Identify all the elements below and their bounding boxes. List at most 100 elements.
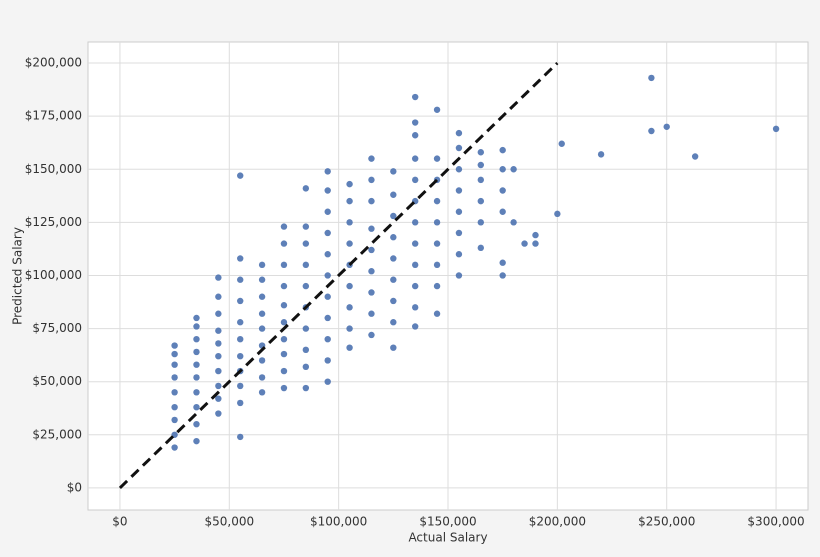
point bbox=[171, 350, 178, 358]
point bbox=[193, 314, 200, 322]
point bbox=[477, 161, 485, 169]
point bbox=[193, 336, 200, 343]
point bbox=[477, 244, 485, 252]
point bbox=[368, 197, 375, 205]
point bbox=[499, 146, 506, 154]
point bbox=[237, 297, 244, 305]
point bbox=[346, 240, 353, 247]
point bbox=[171, 403, 178, 411]
point bbox=[477, 219, 485, 226]
point bbox=[433, 282, 441, 290]
point bbox=[411, 304, 419, 311]
point bbox=[368, 155, 375, 162]
point bbox=[368, 176, 375, 184]
point bbox=[302, 261, 310, 269]
point bbox=[455, 272, 463, 279]
point bbox=[411, 323, 419, 330]
point bbox=[193, 348, 200, 356]
point bbox=[324, 357, 331, 364]
point bbox=[368, 268, 375, 275]
point bbox=[411, 132, 419, 139]
point bbox=[280, 367, 288, 375]
point bbox=[691, 153, 699, 160]
point bbox=[648, 74, 655, 82]
point bbox=[302, 346, 310, 354]
point bbox=[280, 350, 288, 358]
x-tick-label: $0 bbox=[112, 515, 127, 529]
point bbox=[258, 357, 266, 364]
point bbox=[280, 240, 288, 247]
point bbox=[411, 282, 419, 290]
point bbox=[390, 191, 397, 198]
point bbox=[171, 389, 178, 396]
point bbox=[477, 197, 485, 205]
point bbox=[171, 342, 178, 349]
point bbox=[258, 389, 266, 396]
point bbox=[237, 172, 244, 179]
point bbox=[302, 223, 310, 230]
point bbox=[346, 219, 353, 226]
point bbox=[433, 240, 441, 247]
point bbox=[193, 403, 200, 411]
point bbox=[324, 208, 331, 215]
point bbox=[390, 344, 397, 351]
point bbox=[324, 229, 331, 237]
point bbox=[324, 378, 331, 385]
point bbox=[215, 293, 222, 300]
point bbox=[433, 155, 441, 162]
marks bbox=[171, 74, 780, 451]
x-axis-label: Actual Salary bbox=[408, 531, 487, 545]
point bbox=[302, 185, 310, 192]
point bbox=[193, 361, 200, 368]
point bbox=[455, 144, 463, 152]
point bbox=[324, 251, 331, 258]
point bbox=[215, 367, 222, 375]
point bbox=[597, 151, 605, 158]
grid bbox=[88, 42, 808, 510]
point bbox=[390, 212, 397, 220]
point bbox=[772, 125, 780, 133]
point bbox=[499, 166, 506, 173]
point bbox=[346, 180, 353, 188]
point bbox=[390, 297, 397, 305]
point bbox=[499, 208, 506, 215]
point bbox=[280, 384, 288, 392]
point bbox=[346, 304, 353, 311]
point bbox=[171, 374, 178, 381]
point bbox=[215, 382, 222, 390]
point bbox=[324, 314, 331, 322]
point bbox=[433, 310, 441, 317]
point bbox=[237, 336, 244, 343]
x-tick-label: $100,000 bbox=[310, 515, 367, 529]
point bbox=[411, 176, 419, 184]
point bbox=[215, 410, 222, 417]
point bbox=[258, 276, 266, 283]
point bbox=[280, 261, 288, 269]
point bbox=[258, 310, 266, 317]
point bbox=[455, 251, 463, 258]
y-tick-label: $0 bbox=[67, 480, 82, 494]
point bbox=[510, 166, 517, 173]
x-tick-label: $150,000 bbox=[419, 515, 476, 529]
point bbox=[280, 302, 288, 309]
point bbox=[411, 93, 419, 101]
point bbox=[193, 420, 200, 428]
point bbox=[411, 219, 419, 226]
point bbox=[411, 261, 419, 269]
point bbox=[368, 331, 375, 339]
point bbox=[258, 261, 266, 269]
point bbox=[258, 325, 266, 332]
point bbox=[663, 123, 670, 130]
point bbox=[558, 140, 565, 147]
point bbox=[324, 187, 331, 194]
point bbox=[648, 127, 655, 135]
y-tick-label: $100,000 bbox=[25, 268, 82, 282]
point bbox=[433, 197, 441, 205]
point bbox=[171, 416, 178, 424]
point bbox=[499, 187, 506, 194]
point bbox=[280, 223, 288, 230]
point bbox=[193, 323, 200, 330]
y-tick-label: $200,000 bbox=[25, 56, 82, 70]
point bbox=[433, 106, 441, 113]
